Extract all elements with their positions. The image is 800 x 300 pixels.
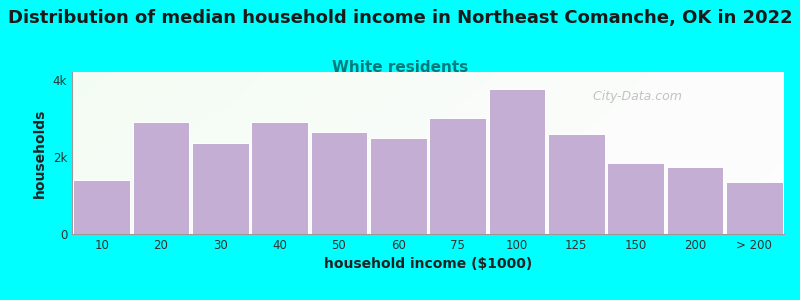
Text: White residents: White residents: [332, 60, 468, 75]
Bar: [251, 122, 308, 234]
Bar: [370, 138, 426, 234]
Text: Distribution of median household income in Northeast Comanche, OK in 2022: Distribution of median household income …: [8, 9, 792, 27]
Text: City-Data.com: City-Data.com: [585, 90, 682, 103]
Bar: [74, 180, 130, 234]
Bar: [726, 182, 782, 234]
Bar: [430, 118, 486, 234]
Bar: [311, 132, 367, 234]
Bar: [133, 122, 189, 234]
X-axis label: household income ($1000): household income ($1000): [324, 257, 532, 272]
Bar: [489, 89, 545, 234]
Bar: [192, 143, 249, 234]
Bar: [607, 163, 664, 234]
Bar: [667, 167, 723, 234]
Y-axis label: households: households: [34, 108, 47, 198]
Bar: [548, 134, 605, 234]
